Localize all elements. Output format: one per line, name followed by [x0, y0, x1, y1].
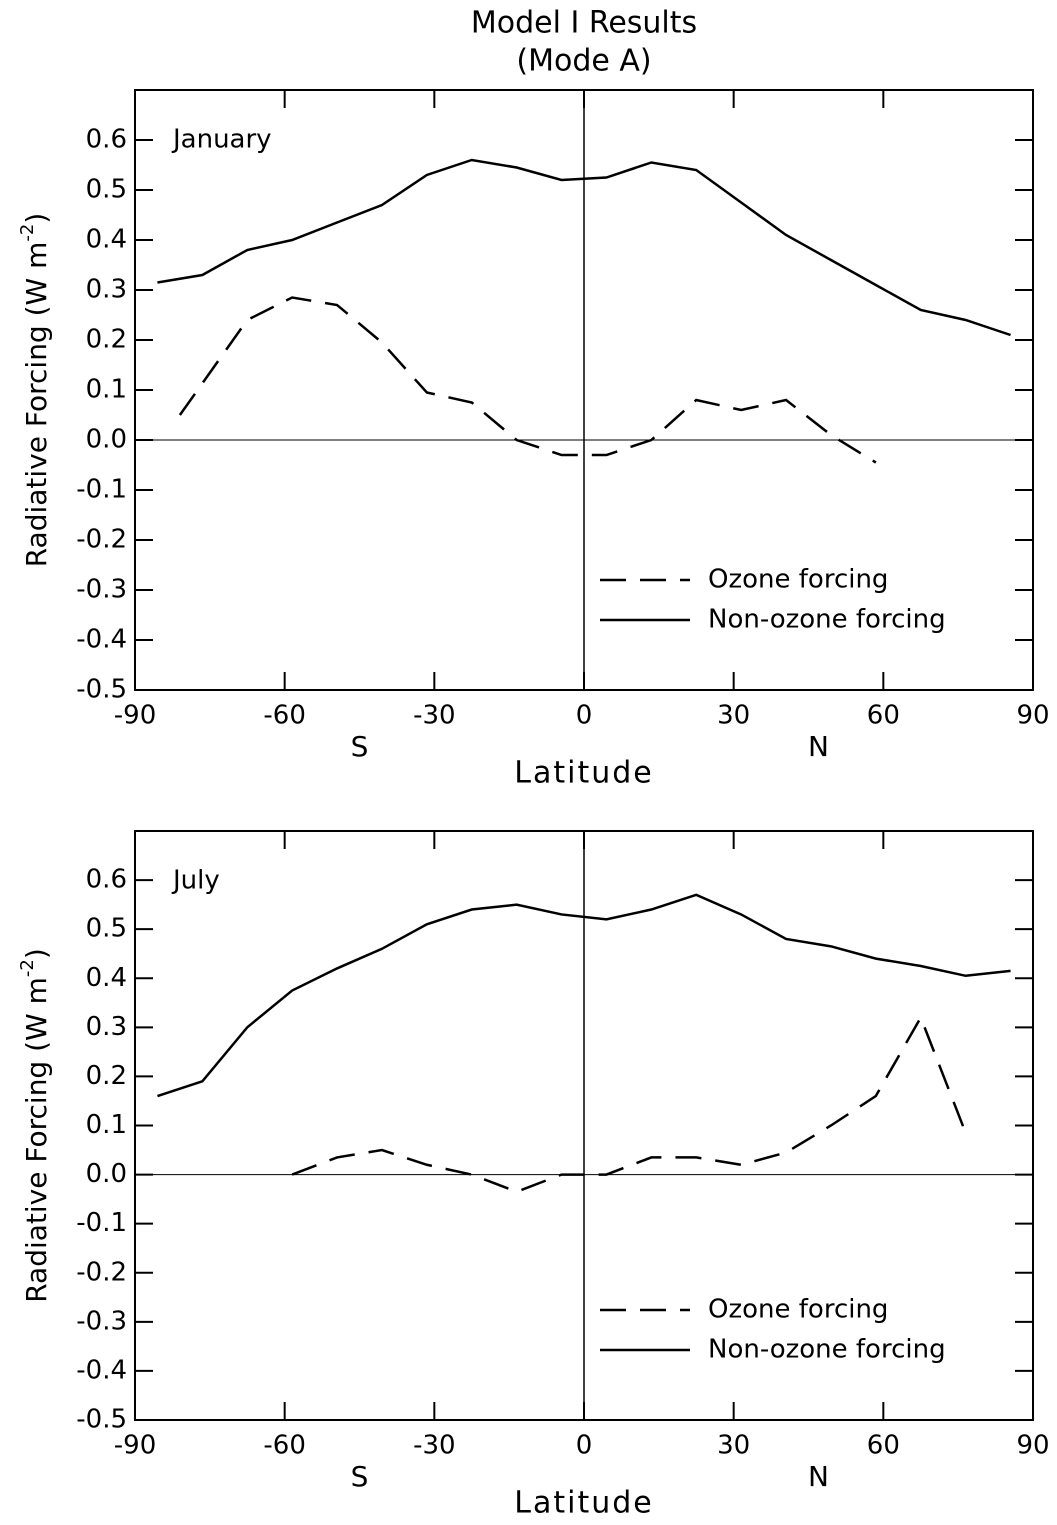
y-axis-label-part: ) [20, 948, 53, 959]
x-axis-label: Latitude [514, 756, 653, 791]
panel-label: January [171, 125, 272, 155]
y-tick-label: 0.3 [86, 1012, 127, 1042]
y-tick-label: -0.2 [76, 1257, 127, 1287]
figure-title: Model I Results [471, 6, 697, 41]
y-tick-label: -0.1 [76, 1208, 127, 1238]
x-tick-label: -30 [413, 1431, 455, 1461]
y-tick-label: 0.1 [86, 375, 127, 405]
y-tick-label: 0.3 [86, 275, 127, 305]
y-tick-label: 0.2 [86, 325, 127, 355]
y-tick-label: -0.3 [76, 575, 127, 605]
y-tick-label: 0.1 [86, 1110, 127, 1140]
y-tick-label: -0.4 [76, 625, 127, 655]
hemisphere-label: S [351, 1460, 369, 1493]
legend-label: Ozone forcing [708, 565, 888, 595]
y-tick-label: 0.4 [86, 963, 127, 993]
legend-label: Ozone forcing [708, 1295, 888, 1325]
x-tick-label: -90 [114, 701, 156, 731]
x-tick-label: 60 [867, 1431, 900, 1461]
x-tick-label: 30 [717, 1431, 750, 1461]
y-axis-label: Radiative Forcing (W m-2) [17, 213, 53, 568]
y-axis-label: Radiative Forcing (W m-2) [17, 948, 53, 1303]
y-tick-label: 0.0 [86, 425, 127, 455]
y-axis-label-part: -2 [17, 959, 38, 977]
y-tick-label: 0.4 [86, 225, 127, 255]
series-line [291, 1014, 967, 1194]
y-axis-label-part: ) [20, 213, 53, 224]
y-tick-label: -0.3 [76, 1306, 127, 1336]
x-tick-label: -60 [263, 701, 305, 731]
y-axis-label-part: -2 [17, 224, 38, 242]
legend-label: Non-ozone forcing [708, 1335, 946, 1365]
panel-label: July [171, 866, 220, 896]
figure-subtitle: (Mode A) [516, 44, 651, 79]
y-tick-label: -0.1 [76, 475, 127, 505]
hemisphere-label: S [351, 730, 369, 763]
x-tick-label: -30 [413, 701, 455, 731]
x-tick-label: 90 [1016, 701, 1049, 731]
series-line [157, 158, 1011, 337]
y-axis-label-part: Radiative Forcing (W m [20, 977, 53, 1303]
series-line [178, 296, 877, 464]
y-tick-label: 0.5 [86, 914, 127, 944]
x-tick-label: 30 [717, 701, 750, 731]
y-tick-label: 0.6 [86, 125, 127, 155]
x-tick-label: 90 [1016, 1431, 1049, 1461]
x-tick-label: 0 [576, 1431, 593, 1461]
hemisphere-label: N [808, 1460, 829, 1493]
x-axis-label: Latitude [514, 1486, 653, 1521]
x-tick-label: 60 [867, 701, 900, 731]
y-tick-label: 0.6 [86, 865, 127, 895]
y-tick-label: -0.5 [76, 675, 127, 705]
series-line [157, 893, 1011, 1098]
legend-label: Non-ozone forcing [708, 605, 946, 635]
y-tick-label: -0.2 [76, 525, 127, 555]
y-tick-label: 0.5 [86, 175, 127, 205]
y-tick-label: -0.4 [76, 1355, 127, 1385]
chart: -0.5 -0.4 -0.3 -0.2 -0.1 0.0 0.1 0.2 0.3 0.4 0.5 0.… [17, 89, 1050, 791]
y-tick-label: -0.5 [76, 1405, 127, 1435]
x-tick-label: -60 [263, 1431, 305, 1461]
y-tick-label: 0.2 [86, 1061, 127, 1091]
chart: -0.5 -0.4 -0.3 -0.2 -0.1 0.0 0.1 0.2 0.3 0.4 0.5 0.… [17, 830, 1050, 1521]
x-tick-label: 0 [576, 701, 593, 731]
y-tick-label: 0.0 [86, 1159, 127, 1189]
hemisphere-label: N [808, 730, 829, 763]
y-axis-label-part: Radiative Forcing (W m [20, 242, 53, 568]
x-tick-label: -90 [114, 1431, 156, 1461]
